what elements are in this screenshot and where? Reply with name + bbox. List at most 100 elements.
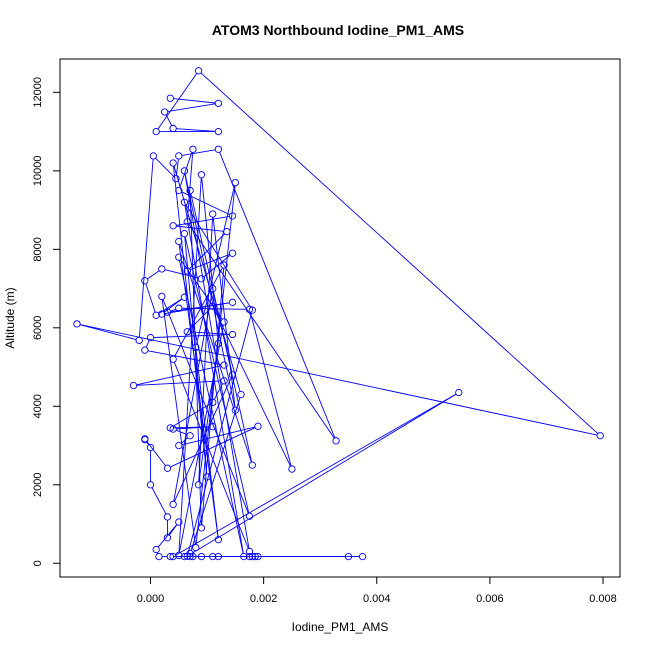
data-point [158, 292, 166, 301]
series-segment [189, 393, 457, 555]
y-tick-label: 10000 [32, 156, 44, 187]
data-point [169, 552, 177, 561]
series-segment [175, 159, 179, 176]
data-point [141, 346, 149, 354]
data-point [231, 406, 240, 414]
series-segment [145, 340, 150, 348]
x-tick-label: 0.004 [363, 593, 391, 605]
series-segment [184, 173, 250, 549]
series-segment [175, 393, 457, 556]
series-segment [179, 244, 252, 463]
data-point [194, 67, 203, 75]
series-segment [181, 426, 255, 446]
series-segment [176, 128, 216, 132]
y-tick-label: 8000 [32, 237, 44, 261]
data-point [152, 127, 160, 136]
series-segment [212, 291, 253, 463]
data-point [166, 94, 174, 102]
data-point [160, 108, 169, 116]
data-point [183, 328, 191, 336]
data-point [231, 178, 240, 187]
data-point [186, 552, 194, 561]
series-segment [203, 254, 231, 278]
data-point [214, 536, 223, 544]
data-point [175, 551, 183, 560]
series-segment [175, 429, 188, 435]
data-point [186, 432, 194, 440]
series-segment [184, 236, 208, 474]
series-segment [162, 299, 249, 514]
data-point [180, 198, 189, 206]
series-segment [198, 217, 214, 482]
series-segment [212, 217, 236, 408]
data-point [209, 423, 217, 431]
data-point [189, 145, 197, 153]
data-point [228, 330, 237, 339]
data-point [169, 425, 177, 433]
data-point [228, 298, 237, 306]
data-point [169, 124, 177, 133]
data-point [163, 534, 172, 542]
data-point [175, 518, 183, 526]
data-point [220, 377, 228, 385]
data-point [192, 343, 200, 352]
data-point [129, 381, 138, 390]
data-point [175, 253, 183, 261]
x-tick-label: 0.000 [137, 593, 165, 605]
data-point [245, 552, 254, 561]
data-point [175, 186, 183, 195]
data-point [214, 552, 223, 561]
series-segment [146, 441, 149, 446]
series-segment [138, 159, 154, 338]
series-segment [219, 152, 336, 439]
data-point [214, 339, 223, 348]
series-segment [178, 177, 202, 553]
data-point [596, 432, 604, 440]
series-segment [167, 103, 216, 112]
data-point [245, 305, 254, 314]
data-point [237, 390, 245, 399]
data-point [172, 175, 180, 183]
data-point [175, 152, 183, 160]
data-point [141, 436, 149, 444]
data-point [245, 547, 254, 556]
data-point [332, 437, 340, 445]
data-point [209, 302, 217, 310]
data-point [73, 320, 81, 328]
series-segment [176, 216, 230, 226]
data-point [248, 461, 256, 469]
series-segment [190, 397, 241, 551]
data-point [214, 127, 223, 136]
series-lines [79, 72, 599, 558]
data-point [175, 304, 183, 312]
data-point [169, 355, 177, 363]
series-segment [196, 185, 236, 345]
data-point [183, 218, 191, 226]
data-point [158, 265, 166, 273]
data-point [344, 552, 353, 561]
data-point [209, 284, 217, 293]
y-tick-label: 12000 [32, 77, 44, 108]
data-point [455, 388, 463, 397]
series-segment [79, 324, 137, 340]
data-point [146, 333, 155, 342]
data-point [163, 464, 172, 472]
data-point [180, 167, 189, 175]
data-point [209, 210, 217, 218]
data-point [186, 186, 194, 195]
data-point [163, 308, 172, 316]
data-point [175, 441, 183, 450]
data-point [175, 237, 183, 246]
series-segment [181, 149, 216, 156]
series-segment [174, 267, 223, 357]
series-segment [80, 324, 598, 436]
series-segment [146, 441, 166, 467]
series-segment [157, 73, 198, 130]
series-segment [170, 308, 176, 312]
data-point [203, 473, 211, 481]
series-segment [155, 157, 175, 177]
data-point [135, 336, 143, 345]
data-point [228, 212, 237, 220]
data-point [248, 306, 256, 314]
